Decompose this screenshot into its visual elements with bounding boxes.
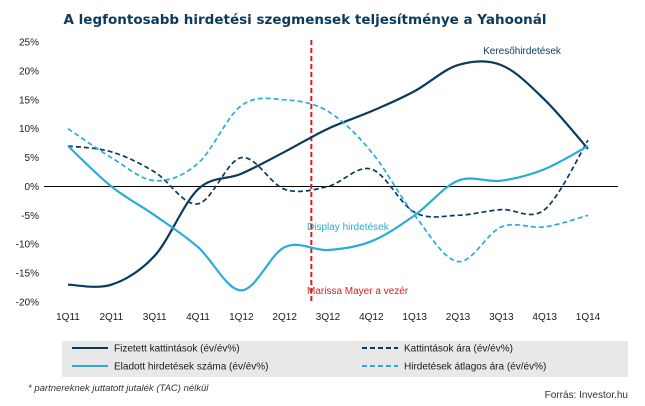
annotation-display-hirdetesek: Display hirdetések <box>307 222 390 233</box>
legend-box <box>62 341 628 377</box>
y-tick-label: 15% <box>19 95 39 106</box>
x-tick-label: 1Q12 <box>229 312 254 323</box>
legend-label-2: Kattintások ára (év/év%) <box>404 344 513 355</box>
x-tick-label: 4Q12 <box>359 312 384 323</box>
x-tick-label: 1Q14 <box>576 312 601 323</box>
x-tick-label: 4Q11 <box>186 312 210 323</box>
y-tick-label: -20% <box>16 298 39 309</box>
x-axis-ticks: 1Q11 2Q11 3Q11 4Q11 1Q12 2Q12 3Q12 4Q12 1Q13 2Q13… <box>56 312 601 323</box>
x-tick-label: 2Q13 <box>446 312 471 323</box>
y-tick-label: 5% <box>25 153 40 164</box>
x-tick-label: 4Q13 <box>532 312 557 323</box>
x-tick-label: 2Q12 <box>272 312 297 323</box>
x-tick-label: 2Q11 <box>99 312 123 323</box>
annotation-keresohirdetesek: Keresőhirdetések <box>483 46 562 57</box>
y-tick-label: 20% <box>19 66 39 77</box>
legend-label-3: Eladott hirdetések száma (év/év%) <box>114 362 269 373</box>
series-line-4 <box>67 97 589 263</box>
annotation-marissa-mayer: Marissa Mayer a vezér <box>307 286 409 297</box>
x-tick-label: 1Q13 <box>402 312 427 323</box>
legend-label-4: Hirdetések átlagos ára (év/év%) <box>404 362 546 373</box>
y-tick-label: 25% <box>19 38 39 49</box>
series-lines <box>67 60 589 292</box>
series-line-2 <box>67 139 589 218</box>
y-tick-label: -10% <box>16 240 39 251</box>
x-tick-label: 3Q11 <box>143 312 167 323</box>
series-line-3 <box>67 145 589 292</box>
legend-label-1: Fizetett kattintások (év/év%) <box>114 344 240 355</box>
y-tick-label: 0% <box>25 182 40 193</box>
legend: Fizetett kattintások (év/év%) Kattintások… <box>72 344 546 373</box>
y-axis-ticks: 25% 20% 15% 10% 5% 0% -5% -10% -15% -20% <box>16 38 39 309</box>
footnote: * partnereknek juttatott jutalék (TAC) n… <box>28 383 209 394</box>
x-tick-label: 1Q11 <box>56 312 80 323</box>
source-label: Forrás: Investor.hu <box>545 390 628 401</box>
x-tick-label: 3Q13 <box>489 312 514 323</box>
series-line-1 <box>67 60 589 288</box>
chart-title: A legfontosabb hirdetési szegmensek telj… <box>64 12 547 28</box>
y-tick-label: -5% <box>21 211 39 222</box>
y-tick-label: -15% <box>16 269 39 280</box>
x-tick-label: 3Q12 <box>316 312 341 323</box>
y-tick-label: 10% <box>19 124 39 135</box>
